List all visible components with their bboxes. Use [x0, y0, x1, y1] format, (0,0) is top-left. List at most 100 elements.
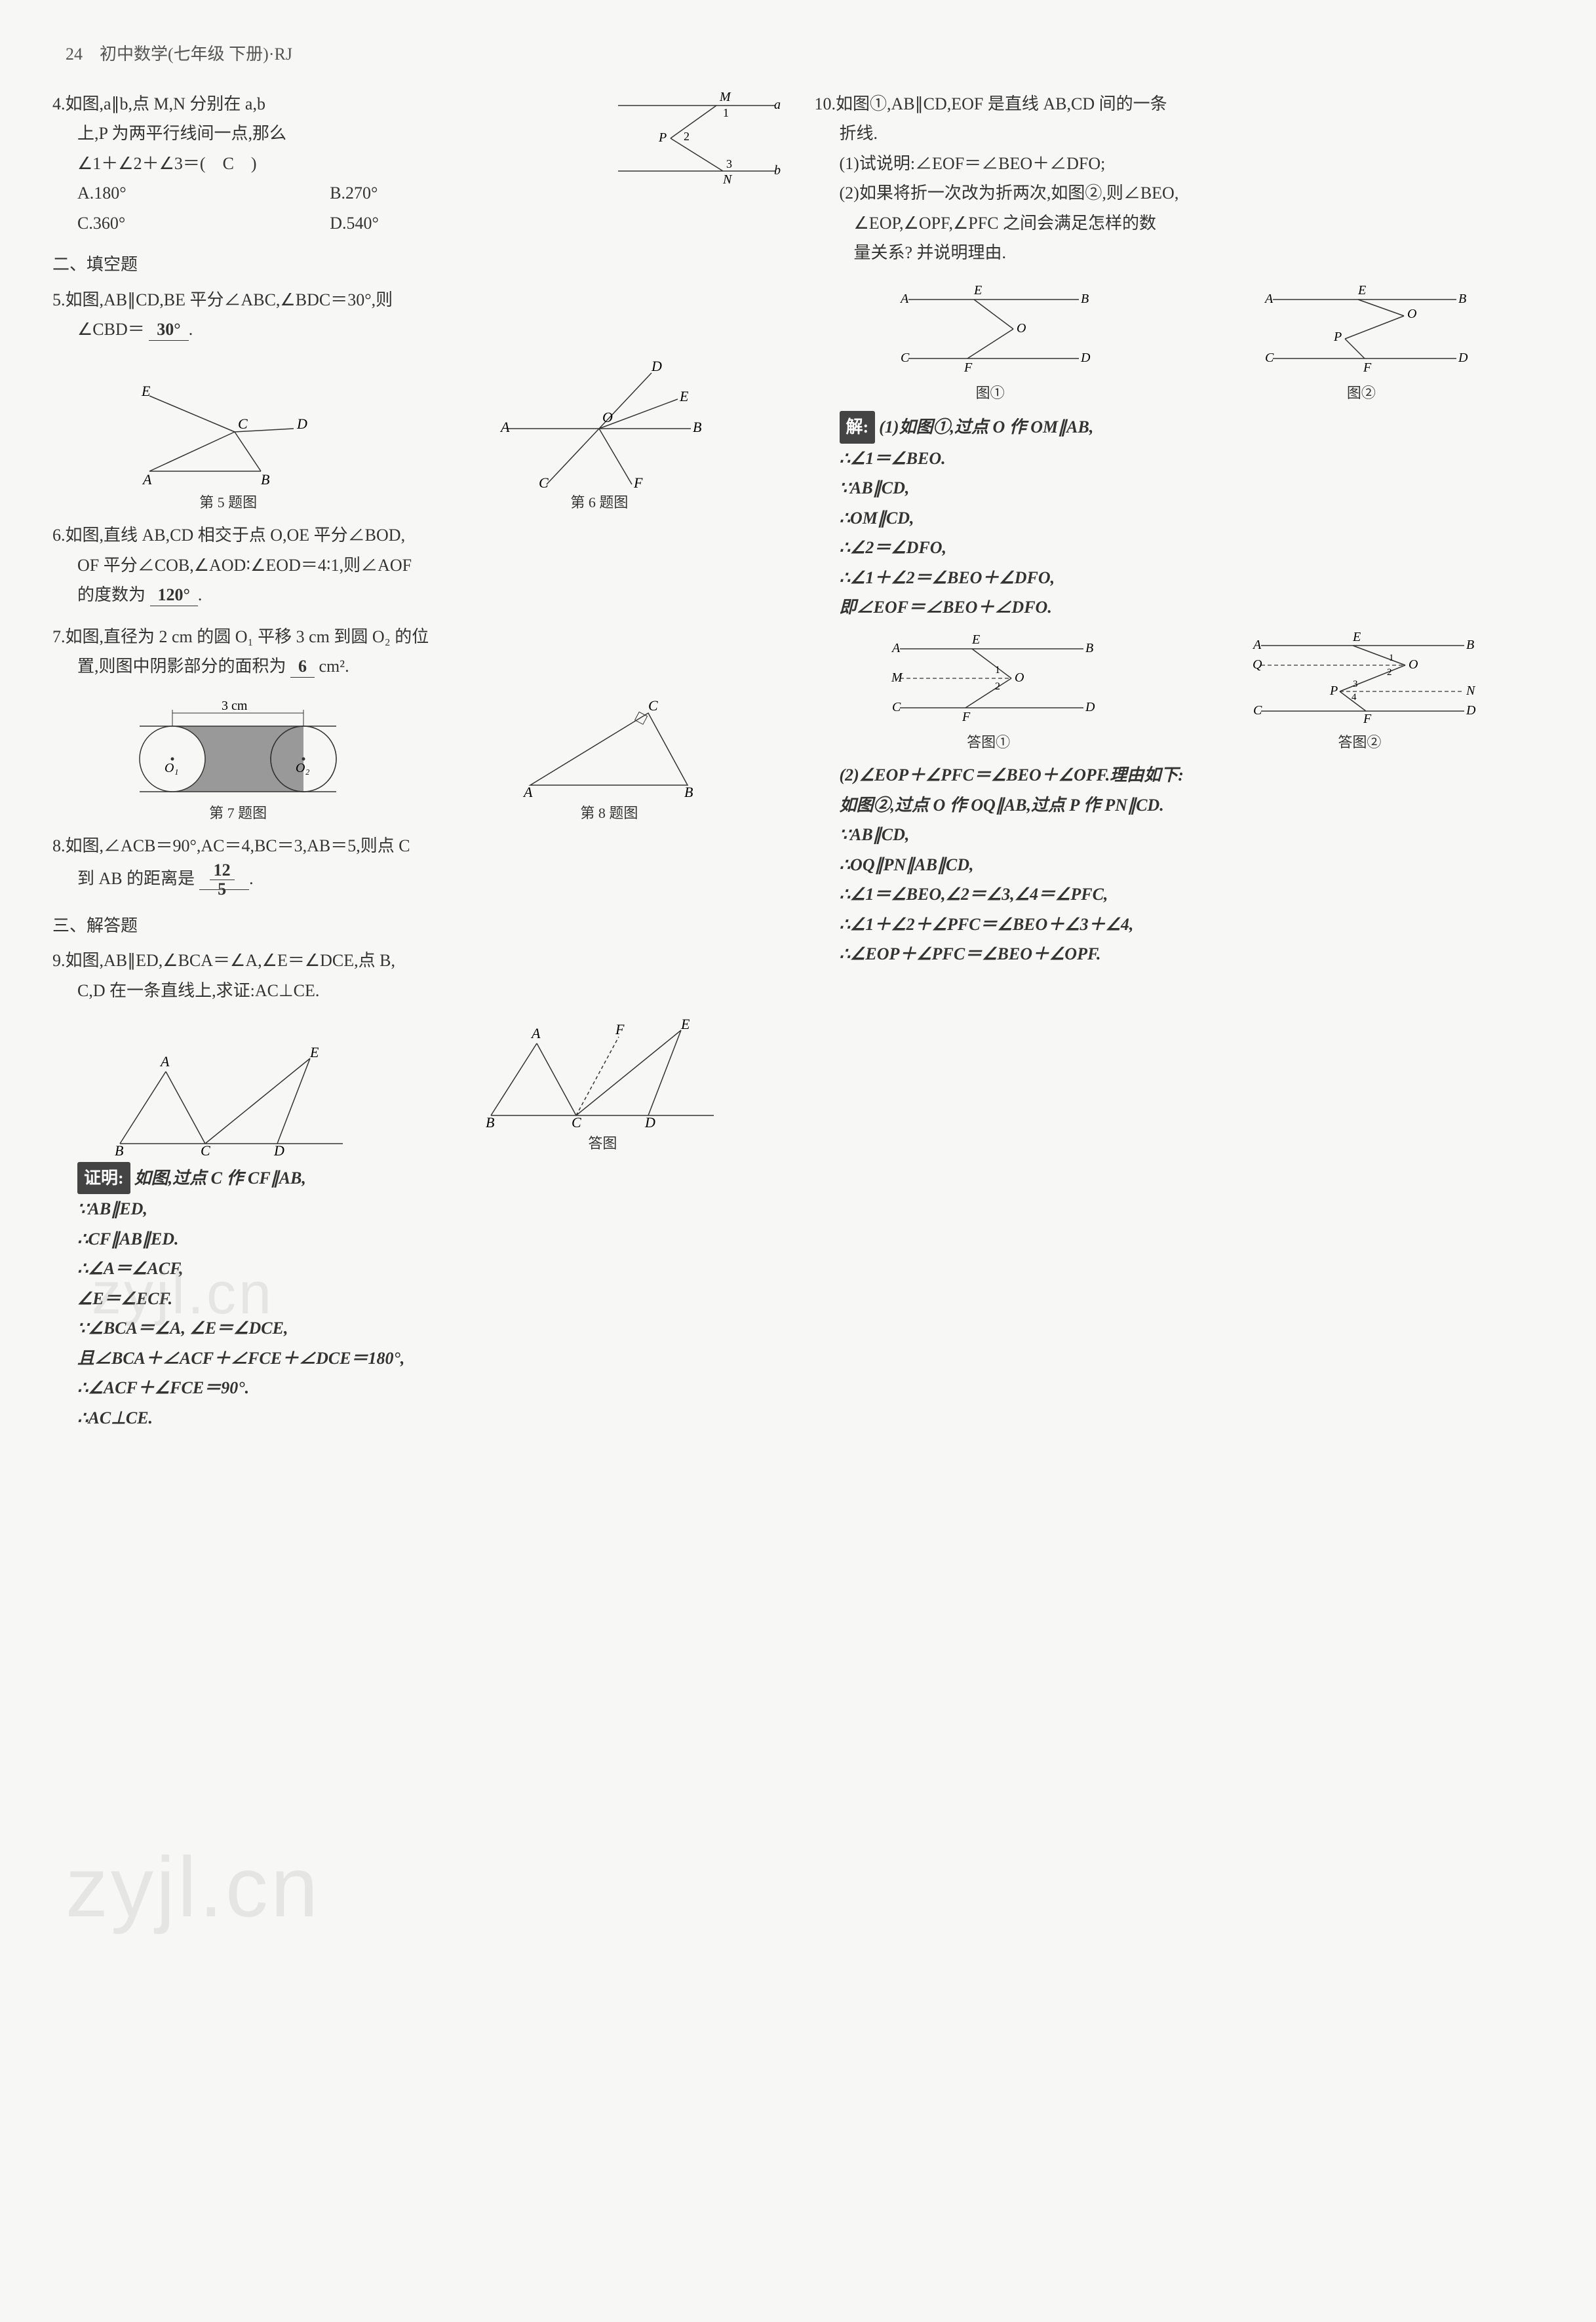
svg-text:B: B [693, 419, 701, 435]
question-6: 6.如图,直线 AB,CD 相交于点 O,OE 平分∠BOD, OF 平分∠CO… [52, 520, 782, 610]
left-column: M a 1 P 2 3 N b 4.如图,a∥b,点 M,N 分别在 a,b 上… [52, 89, 782, 1433]
q9-s1: 如图,过点 C 作 CF∥AB, [134, 1169, 306, 1188]
q10-solution-2: (2)∠EOP＋∠PFC＝∠BEO＋∠OPF.理由如下: 如图②,过点 O 作 … [815, 760, 1544, 969]
q10-t1: 如图②,过点 O 作 OQ∥AB,过点 P 作 PN∥CD. [840, 790, 1544, 821]
fig7-caption: 第 7 题图 [127, 801, 349, 826]
svg-text:Q: Q [1253, 657, 1262, 672]
svg-text:C: C [892, 700, 901, 714]
section-2-title: 二、填空题 [52, 250, 782, 280]
svg-text:B: B [261, 471, 269, 488]
q9-s4: ∴∠A＝∠ACF, [77, 1254, 782, 1284]
svg-text:C: C [539, 474, 549, 488]
svg-text:E: E [1357, 283, 1366, 298]
main-columns: M a 1 P 2 3 N b 4.如图,a∥b,点 M,N 分别在 a,b 上… [52, 89, 1544, 1433]
svg-text:D: D [651, 358, 662, 374]
fig10-1: A E B O C F D 图① [889, 280, 1092, 406]
q4-optC: C.360° [77, 208, 330, 239]
svg-text:A: A [530, 1025, 541, 1041]
q4-choices: A.180° B.270° C.360° D.540° [77, 178, 604, 238]
q10-t4: ∴∠1＝∠BEO,∠2＝∠3,∠4＝∠PFC, [840, 880, 1544, 910]
section-3-title: 三、解答题 [52, 911, 782, 941]
svg-text:4: 4 [1352, 692, 1357, 703]
q10-p2c: 量关系? 并说明理由. [854, 238, 1544, 268]
q6-label: 的度数为 [77, 585, 146, 604]
svg-text:O: O [602, 409, 613, 425]
svg-text:3 cm: 3 cm [222, 699, 248, 713]
svg-text:C: C [901, 351, 910, 365]
q8-label: 到 AB 的距离是 [77, 869, 195, 888]
svg-text:D: D [1458, 351, 1468, 365]
fig7: O₁ O₂ 3 cm 第 7 题图 [127, 693, 349, 826]
question-5: 5.如图,AB∥CD,BE 平分∠ABC,∠BDC＝30°,则 ∠CBD＝ 30… [52, 285, 782, 345]
svg-text:M: M [719, 90, 731, 104]
svg-text:B: B [486, 1114, 494, 1129]
svg-text:O: O [1407, 307, 1416, 321]
svg-text:E: E [680, 1017, 690, 1032]
q8-period: . [249, 869, 254, 888]
fig-10-ans-row: A E B M 1 2 O C F D 答图① [815, 629, 1544, 756]
svg-text:b: b [774, 163, 781, 178]
q4-optA: A.180° [77, 178, 330, 208]
svg-text:D: D [1466, 703, 1476, 718]
svg-text:O: O [1409, 657, 1418, 672]
svg-text:1: 1 [995, 665, 1000, 676]
q9-fig-cap: 答图 [478, 1131, 727, 1157]
svg-text:O₁: O₁ [165, 761, 178, 775]
svg-text:O: O [1015, 670, 1024, 685]
svg-text:C: C [1253, 703, 1262, 718]
svg-text:F: F [962, 710, 971, 724]
q10-line1: 10.如图①,AB∥CD,EOF 是直线 AB,CD 间的一条 [815, 89, 1544, 119]
q10-p2a: (2)如果将折一次改为折两次,如图②,则∠BEO, [840, 178, 1544, 208]
svg-text:P: P [1333, 330, 1342, 344]
svg-text:E: E [1352, 630, 1361, 644]
svg-text:E: E [679, 388, 689, 404]
svg-text:C: C [238, 416, 248, 432]
svg-text:O₂: O₂ [296, 761, 309, 775]
q5-period: . [189, 320, 193, 339]
svg-text:B: B [1085, 641, 1093, 655]
svg-text:2: 2 [1387, 667, 1392, 678]
svg-text:A: A [1264, 292, 1274, 306]
q8-frac-bot: 5 [210, 880, 235, 899]
q6-line3: 的度数为 120°. [77, 580, 782, 610]
svg-text:2: 2 [995, 681, 1000, 692]
q10-fig2cap: 图② [1253, 381, 1469, 406]
question-10: 10.如图①,AB∥CD,EOF 是直线 AB,CD 间的一条 折线. (1)试… [815, 89, 1544, 268]
svg-text:C: C [1265, 351, 1274, 365]
svg-text:2: 2 [684, 130, 690, 143]
q9-s3: ∴CF∥AB∥ED. [77, 1224, 782, 1254]
q10-p2b: ∠EOP,∠OPF,∠PFC 之间会满足怎样的数 [854, 208, 1544, 239]
q9-solution: 证明:如图,过点 C 作 CF∥AB, ∵AB∥ED, ∴CF∥AB∥ED. ∴… [52, 1162, 782, 1433]
svg-text:A: A [522, 784, 533, 798]
svg-text:E: E [309, 1045, 319, 1060]
q10-part2: (2)∠EOP＋∠PFC＝∠BEO＋∠OPF.理由如下: [840, 760, 1544, 790]
svg-text:P: P [1329, 684, 1338, 698]
q10-s6: ∴∠1＋∠2＝∠BEO＋∠DFO, [840, 563, 1544, 593]
q10-afig2cap: 答图② [1241, 730, 1477, 756]
svg-text:D: D [644, 1114, 655, 1129]
q4-optD: D.540° [330, 208, 582, 239]
q7-label: 置,则图中阴影部分的面积为 [77, 657, 286, 676]
svg-text:A: A [891, 641, 901, 655]
q10-s1: (1)如图①,过点 O 作 OM∥AB, [879, 417, 1093, 436]
svg-text:B: B [1458, 292, 1466, 306]
fig5-caption: 第 5 题图 [130, 490, 326, 516]
fig-10-row: A E B O C F D 图① A E [815, 280, 1544, 406]
question-9: 9.如图,AB∥ED,∠BCA＝∠A,∠E＝∠DCE,点 B, C,D 在一条直… [52, 946, 782, 1005]
solve-badge: 解: [840, 411, 876, 444]
svg-text:C: C [648, 700, 658, 714]
fig-5-6-row: E C D A B 第 5 题图 A B D E [52, 357, 782, 516]
svg-text:F: F [1363, 360, 1372, 375]
q9-s7: 且∠BCA＋∠ACF＋∠FCE＋∠DCE＝180°, [77, 1344, 782, 1374]
proof-badge: 证明: [77, 1162, 130, 1195]
q10-t2: ∵AB∥CD, [840, 820, 1544, 850]
q4-figure: M a 1 P 2 3 N b [612, 89, 782, 187]
q10-s3: ∵AB∥CD, [840, 473, 1544, 503]
fig10-ans1: A E B M 1 2 O C F D 答图① [880, 629, 1097, 756]
fig8: A B C 第 8 题图 [511, 700, 707, 826]
q10-s2: ∴∠1＝∠BEO. [840, 444, 1544, 474]
svg-text:F: F [1363, 712, 1372, 726]
svg-text:A: A [159, 1053, 170, 1070]
svg-text:B: B [115, 1142, 123, 1157]
svg-text:D: D [296, 416, 307, 432]
